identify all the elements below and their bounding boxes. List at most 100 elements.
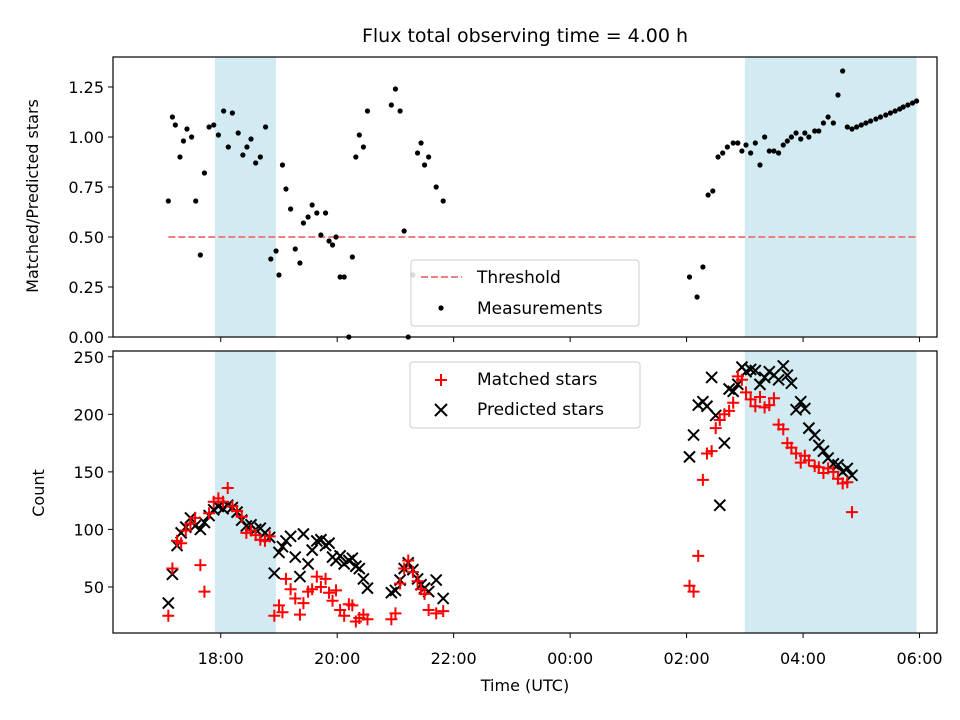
matched-stars-point	[279, 572, 292, 585]
matched-stars-point	[411, 575, 424, 588]
predicted-stars-point	[322, 537, 336, 550]
measurement-point	[397, 108, 403, 114]
predicted-legend-marker	[434, 403, 448, 417]
matched-stars-point	[406, 565, 419, 578]
measurement-point	[235, 130, 241, 136]
predicted-stars-point	[785, 377, 798, 390]
measurement-point	[364, 108, 371, 114]
threshold-legend-label: Threshold	[476, 268, 561, 288]
measurement-point	[333, 234, 339, 240]
predicted-stars-point	[293, 570, 307, 583]
measurement-point	[720, 150, 726, 156]
matched-stars-point	[402, 554, 415, 567]
matched-stars-point	[361, 613, 374, 626]
matched-stars-point	[790, 447, 803, 460]
top-y-tick-label: 0.50	[68, 228, 104, 247]
matched-stars-point	[306, 583, 319, 596]
bottom-plot-frame	[112, 350, 938, 634]
matched-stars-point	[749, 400, 762, 413]
matched-stars-point	[276, 606, 289, 619]
matched-stars-point	[330, 584, 343, 597]
matched-stars-point	[284, 583, 297, 596]
measurement-point	[279, 162, 286, 168]
matched-stars-point	[398, 562, 411, 575]
measurement-point	[705, 192, 711, 198]
measurement-point	[360, 144, 367, 150]
matched-stars-point	[194, 559, 207, 572]
measurement-point	[314, 210, 320, 216]
bottom-y-tick-label: 250	[73, 348, 104, 367]
shaded-intervals	[214, 57, 917, 633]
measurement-point	[844, 124, 850, 130]
measurement-point	[724, 144, 730, 150]
matched-stars-point	[179, 524, 192, 537]
measurement-point	[816, 128, 822, 134]
matched-stars-point	[323, 586, 336, 599]
predicted-stars-point	[841, 462, 854, 475]
predicted-stars-point	[683, 450, 696, 464]
measurement-point	[418, 140, 424, 146]
measurement-point	[914, 98, 920, 104]
top-y-tick-label: 1.00	[68, 128, 104, 147]
matched-stars-point	[175, 537, 188, 550]
predicted-stars-point	[361, 581, 374, 595]
measurement-point	[863, 120, 869, 126]
measurement-point	[206, 124, 212, 130]
matched-stars-point	[827, 465, 840, 478]
measurement-point	[273, 248, 279, 254]
matched-stars-point	[422, 603, 435, 616]
predicted-stars-point	[781, 368, 794, 382]
measurement-point	[788, 134, 795, 140]
measurement-point	[414, 150, 421, 156]
matched-stars-point	[293, 608, 306, 621]
axes-layer: 0.00 0.25 0.50 0.75 1.00 1.25 50 100 150 200 250 18…	[68, 56, 943, 668]
matched-stars-point	[841, 476, 854, 489]
measurement-point	[820, 120, 827, 126]
x-tick-label: 02:00	[664, 649, 710, 668]
x-tick-label: 06:00	[896, 649, 942, 668]
predicted-stars-point	[346, 551, 359, 565]
measurement-point	[883, 112, 889, 118]
predicted-stars-point	[194, 523, 207, 536]
measurement-point	[318, 232, 324, 238]
measurement-point	[730, 140, 736, 146]
predicted-stars-point	[772, 373, 785, 386]
matched-stars-point	[217, 495, 230, 508]
measurement-point	[401, 228, 407, 234]
matched-stars-point	[198, 585, 211, 598]
matched-stars-point	[735, 373, 748, 386]
measurement-point	[440, 198, 446, 204]
bottom-legend: Matched stars Predicted stars	[409, 361, 641, 429]
measurement-point	[421, 162, 428, 168]
measurement-point	[700, 264, 706, 270]
measurement-point	[240, 152, 246, 158]
bottom-legend-box	[409, 361, 641, 429]
bottom-y-axis-label: Count	[29, 469, 48, 517]
matched-legend-label: Matched stars	[477, 370, 597, 390]
measurement-point	[812, 128, 818, 134]
predicted-stars-point	[284, 530, 297, 543]
top-shaded-interval-0	[214, 57, 277, 337]
matched-stars-point	[314, 580, 327, 593]
measurement-point	[172, 122, 178, 128]
measurement-point	[244, 144, 250, 150]
measurement-point	[806, 134, 812, 140]
measurement-point	[752, 140, 758, 146]
measurement-point	[276, 272, 282, 278]
measurement-point	[433, 184, 439, 190]
measurement-point	[762, 134, 768, 140]
measurement-point	[184, 126, 190, 132]
measurement-point	[211, 122, 217, 128]
measurement-point	[780, 142, 786, 148]
measurement-point	[830, 120, 836, 126]
top-shaded-interval-1	[744, 57, 917, 337]
measurement-point	[165, 198, 171, 204]
measurement-point	[300, 220, 307, 226]
top-y-axis-label: Matched/Predicted stars	[23, 99, 42, 293]
measurement-point	[710, 188, 716, 194]
measurement-point	[337, 274, 343, 280]
measurement-point	[341, 274, 347, 280]
predicted-stars-point	[272, 546, 286, 559]
matched-stars-point	[235, 510, 248, 523]
